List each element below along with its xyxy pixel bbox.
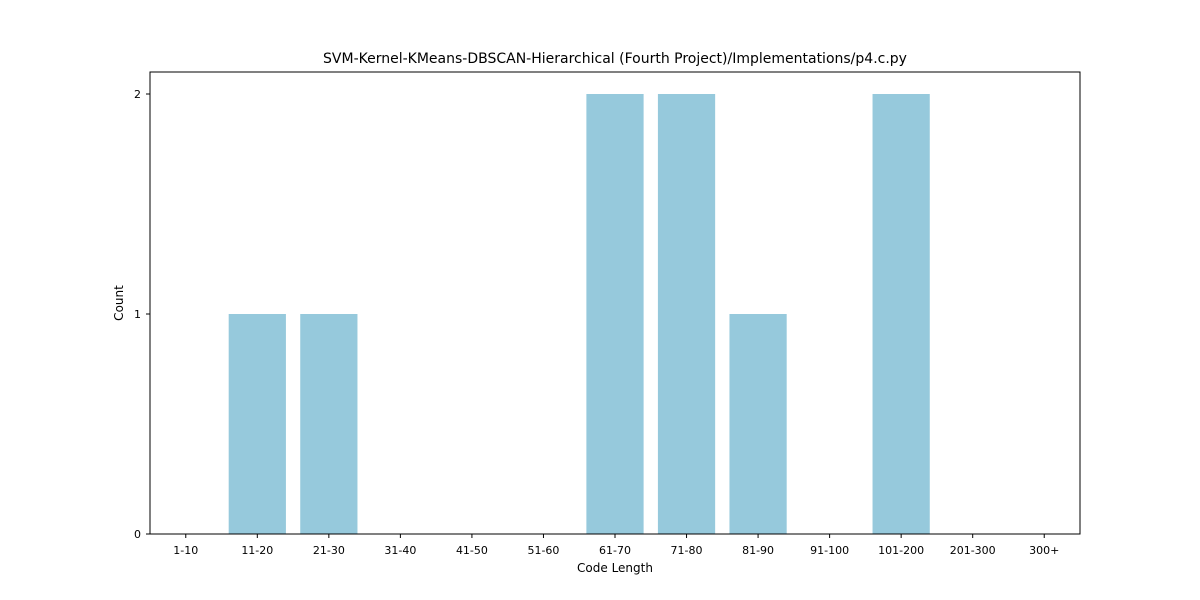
bar-61-70	[586, 94, 644, 534]
y-ticks-group: 0 1 2	[134, 88, 150, 541]
x-tick-label: 81-90	[742, 544, 774, 557]
x-tick-label: 300+	[1029, 544, 1059, 557]
x-tick-label: 71-80	[671, 544, 703, 557]
y-tick-label: 0	[134, 528, 141, 541]
x-ticks-group: 1-10 11-20 21-30 31-40 41-50 51-60 61-70 71-80 8…	[173, 534, 1059, 557]
bars-group	[228, 94, 930, 534]
plot-frame	[149, 71, 1081, 535]
x-axis-label: Code Length	[577, 561, 653, 575]
x-tick-label: 101-200	[878, 544, 924, 557]
x-tick-label: 11-20	[241, 544, 273, 557]
x-tick-label: 21-30	[313, 544, 345, 557]
y-tick-label: 2	[134, 88, 141, 101]
x-tick-label: 91-100	[810, 544, 849, 557]
bar-71-80	[657, 94, 716, 534]
bar-21-30	[300, 314, 358, 534]
bar-11-20	[228, 314, 286, 534]
y-axis-label: Count	[112, 285, 126, 321]
chart-title: SVM-Kernel-KMeans-DBSCAN-Hierarchical (F…	[323, 51, 907, 67]
x-tick-label: 51-60	[527, 544, 559, 557]
x-tick-label: 31-40	[384, 544, 416, 557]
bar-81-90	[729, 314, 787, 534]
y-tick-label: 1	[134, 308, 141, 321]
bar-101-200	[872, 94, 930, 534]
x-tick-label: 61-70	[599, 544, 631, 557]
x-tick-label: 1-10	[173, 544, 198, 557]
x-tick-label: 41-50	[456, 544, 488, 557]
x-tick-label: 201-300	[950, 544, 996, 557]
